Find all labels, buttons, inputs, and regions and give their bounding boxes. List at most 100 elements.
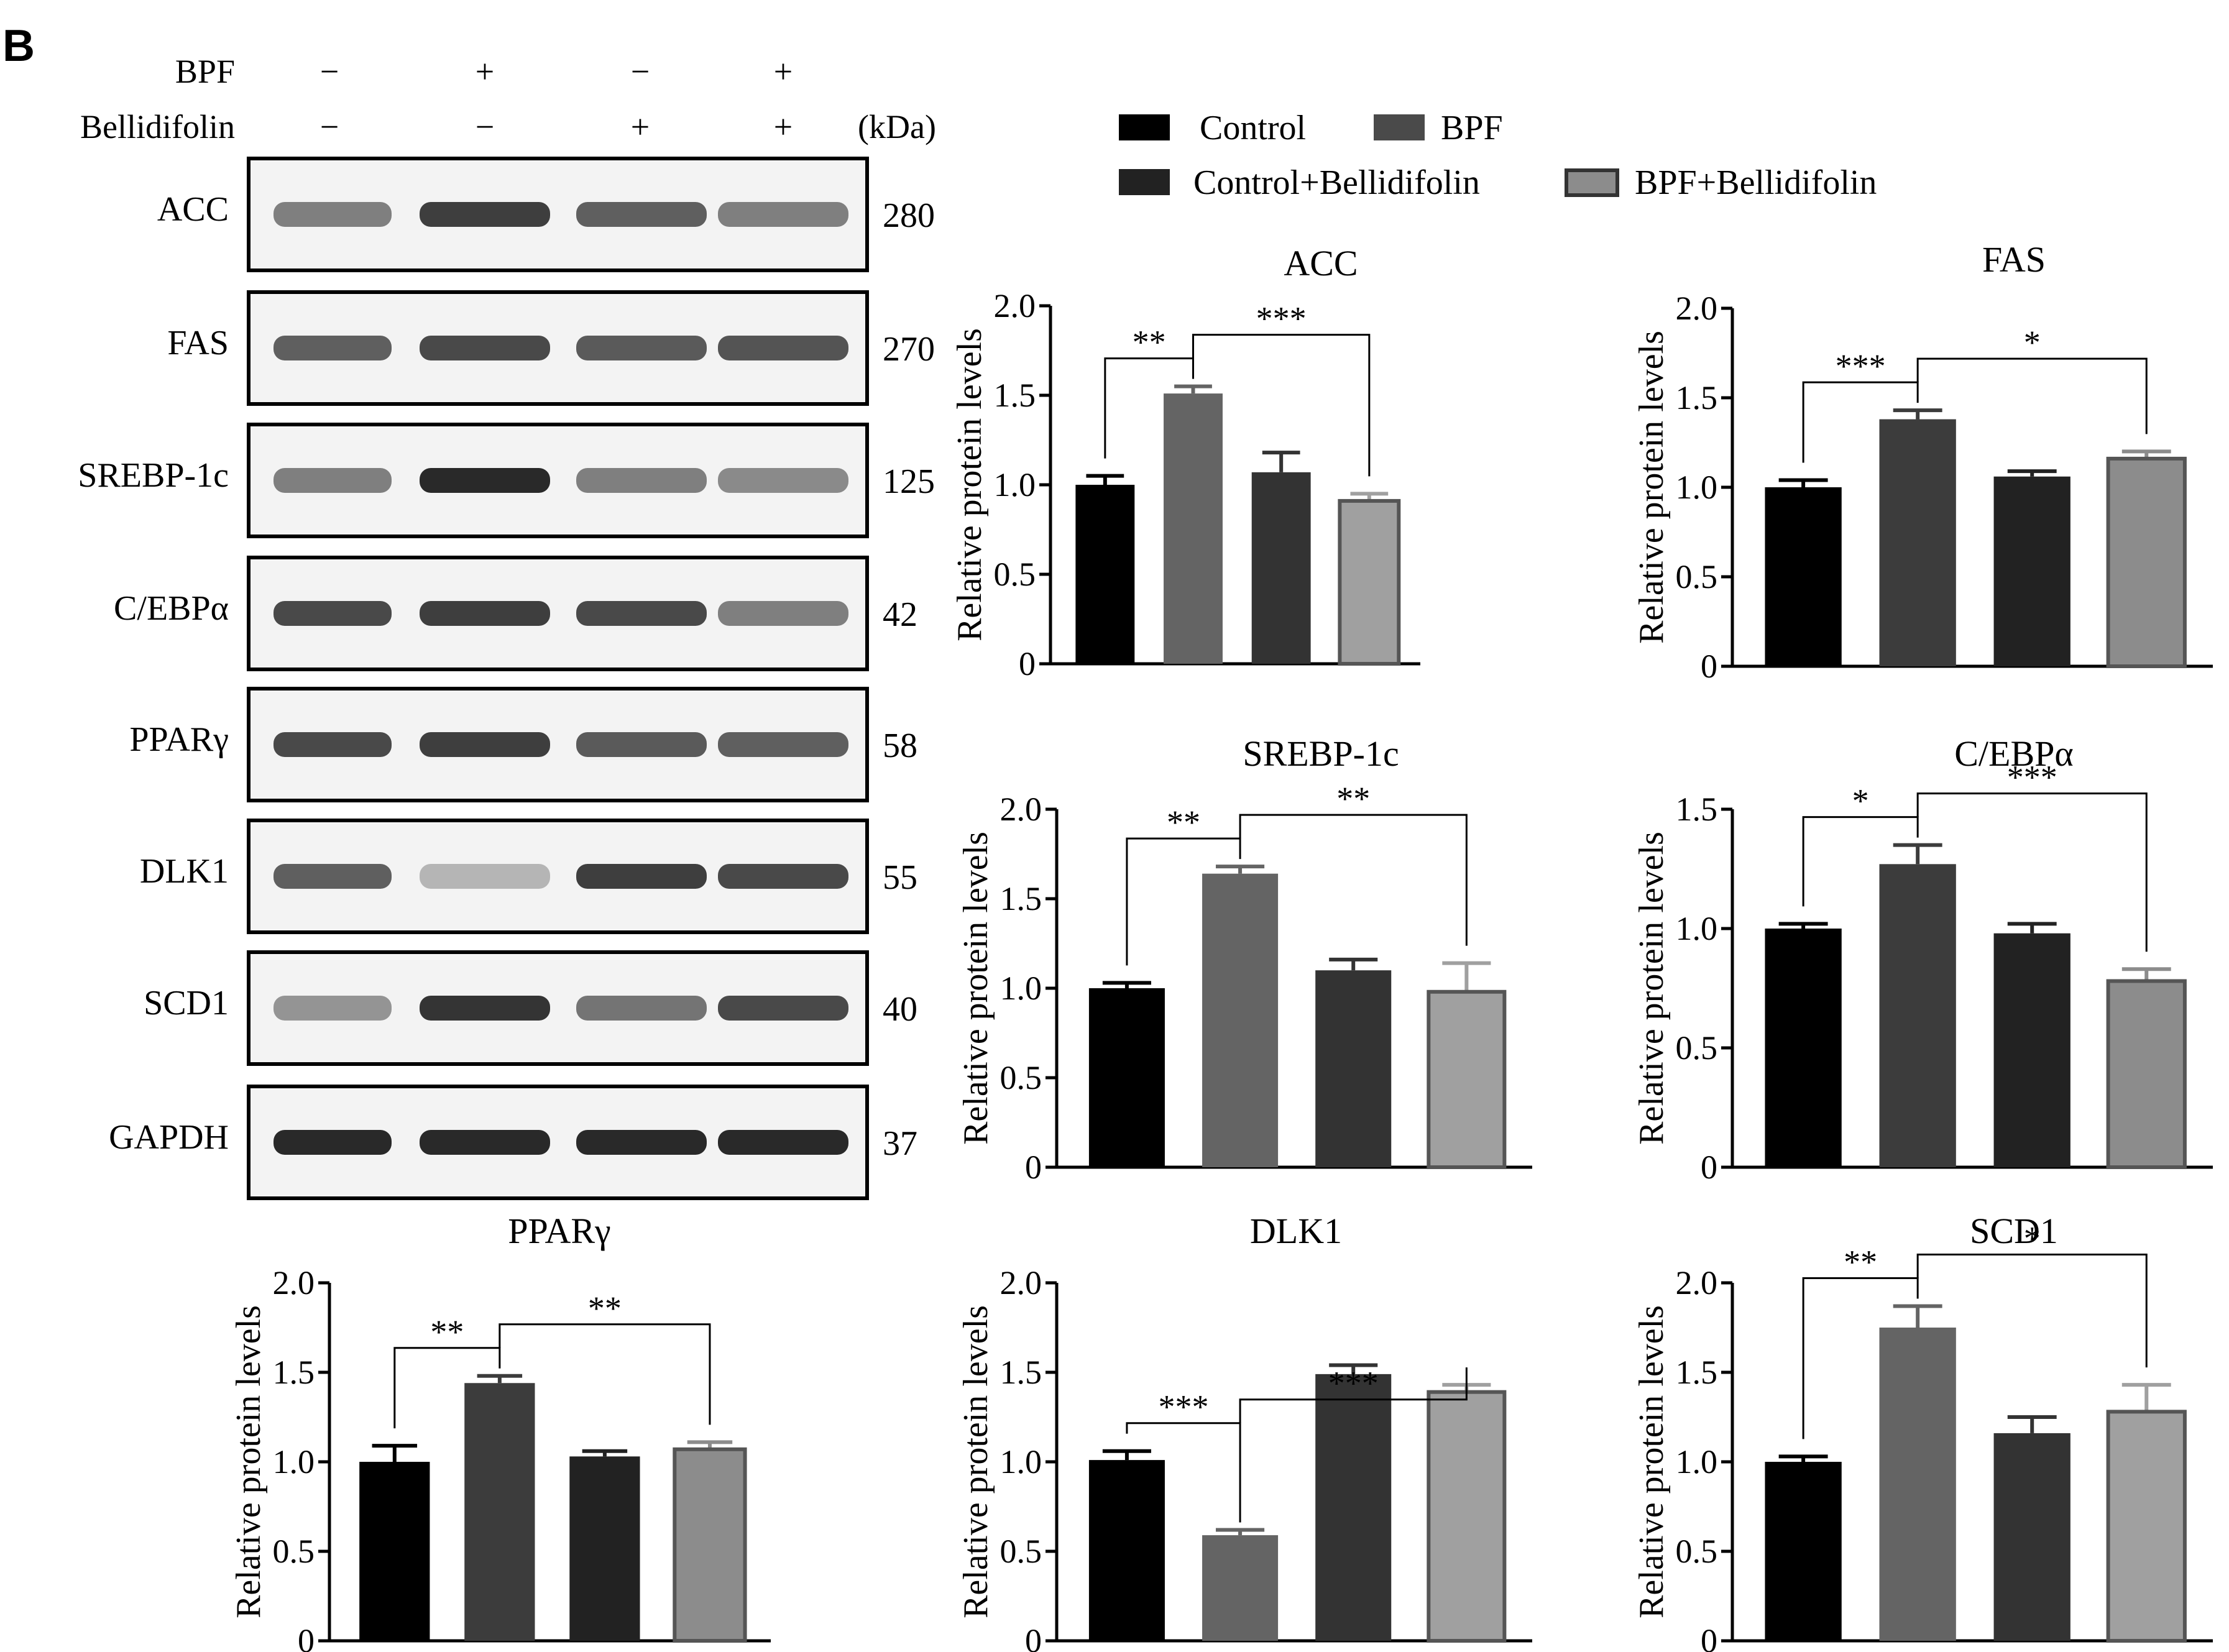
bar: [569, 1456, 640, 1641]
blot-band: [420, 864, 550, 889]
blot-protein-label: SCD1: [144, 984, 229, 1022]
bar: [1088, 1460, 1165, 1641]
bar: [1202, 873, 1279, 1167]
legend: Control BPF Control+Bellidifolin BPF+Bel…: [1119, 109, 1877, 202]
y-tick-label: 2.0: [1000, 791, 1042, 828]
chart-title: ACC: [1284, 243, 1358, 283]
chart-title: C/EBPα: [1954, 733, 2074, 774]
y-tick-label: 1.0: [1000, 1443, 1042, 1480]
chart-title: FAS: [1982, 239, 2046, 280]
y-tick-label: 2.0: [1676, 290, 1718, 327]
y-tick-label: 1.0: [273, 1443, 315, 1480]
y-tick-label: 2.0: [1676, 1264, 1718, 1301]
significance-label: ***: [1256, 300, 1307, 337]
bar: [1765, 487, 1842, 666]
legend-swatch-control-bellidifolin: [1119, 169, 1170, 195]
blot-kda-label: 40: [883, 990, 917, 1029]
blot-band: [576, 336, 707, 360]
y-tick-label: 1.0: [1676, 1443, 1718, 1480]
blot-protein-label: PPARγ: [129, 720, 229, 759]
legend-swatch-control: [1119, 114, 1170, 140]
bar: [1879, 1328, 1956, 1641]
y-axis-title: Relative protein levels: [1632, 331, 1671, 644]
y-tick-label: 1.5: [1676, 791, 1718, 828]
bar: [1993, 933, 2070, 1167]
blot-band: [576, 468, 707, 493]
significance-bracket: [1126, 837, 1241, 966]
significance-bracket: [1126, 1422, 1241, 1523]
significance-label: **: [1133, 324, 1166, 361]
blot-protein-label: C/EBPα: [114, 589, 229, 628]
y-axis-title: Relative protein levels: [957, 832, 995, 1145]
y-tick-label: 0.5: [1000, 1059, 1042, 1096]
significance-bracket: [393, 1347, 501, 1429]
condition-sign: +: [476, 53, 494, 90]
condition-sign: −: [320, 108, 339, 145]
y-tick-label: 1.0: [1000, 970, 1042, 1007]
y-tick-label: 1.5: [994, 377, 1036, 414]
blot-band: [718, 996, 848, 1021]
blot-band: [718, 202, 848, 227]
significance-bracket: [1104, 357, 1194, 459]
y-tick-label: 0.5: [1000, 1533, 1042, 1570]
significance-label: ***: [2007, 759, 2057, 796]
y-tick-label: 1.0: [994, 466, 1036, 503]
bar: [359, 1462, 430, 1641]
significance-label: *: [2024, 1219, 2041, 1257]
bar: [1338, 498, 1401, 666]
significance-label: **: [1336, 780, 1370, 817]
bar: [464, 1383, 535, 1641]
bar: [2106, 456, 2187, 668]
blot-band: [273, 468, 392, 493]
y-tick-label: 2.0: [994, 287, 1036, 324]
bar: [1879, 419, 1956, 666]
y-axis-title: Relative protein levels: [229, 1305, 268, 1618]
condition-sign: +: [774, 53, 793, 90]
blot-band: [273, 864, 392, 889]
blot-band: [576, 202, 707, 227]
legend-swatch-bpf: [1374, 114, 1425, 140]
y-tick-label: 1.5: [1676, 1354, 1718, 1391]
western-blot: ACC 280 FAS 270 SREBP-1c 125 C/EBPα 42 PPARγ 58 DL…: [78, 157, 935, 1200]
blot-protein-label: DLK1: [140, 852, 229, 891]
blot-band: [420, 336, 550, 360]
significance-bracket: [1239, 1367, 1468, 1423]
significance-label: ***: [1328, 1365, 1379, 1402]
panel-label: B: [2, 21, 35, 71]
y-tick-label: 0: [1025, 1622, 1042, 1652]
significance-label: *: [1852, 782, 1869, 820]
blot-band: [273, 732, 392, 757]
legend-label-control-bellidifolin: Control+Bellidifolin: [1193, 163, 1480, 202]
bar: [1315, 1374, 1392, 1641]
blot-band: [576, 601, 707, 626]
blot-band: [273, 1130, 392, 1155]
bar: [1315, 970, 1392, 1167]
blot-band: [576, 732, 707, 757]
legend-label-bpf: BPF: [1441, 109, 1503, 147]
blot-band: [718, 468, 848, 493]
bar: [2106, 1410, 2187, 1643]
bar: [1993, 1433, 2070, 1641]
legend-swatch-bpf-bellidifolin: [1565, 168, 1619, 197]
bar: [1088, 988, 1165, 1167]
blot-band: [718, 336, 848, 360]
blot-band: [420, 202, 550, 227]
blot-kda-label: 42: [883, 595, 917, 634]
blot-band: [576, 996, 707, 1021]
blot-band: [273, 996, 392, 1021]
y-axis-title: Relative protein levels: [950, 328, 989, 641]
y-tick-label: 1.5: [1000, 880, 1042, 917]
blot-band: [718, 1130, 848, 1155]
blot-protein-label: GAPDH: [109, 1118, 229, 1157]
kda-unit-label: (kDa): [858, 108, 936, 145]
significance-bracket: [1192, 334, 1371, 477]
blot-kda-label: 125: [883, 462, 935, 501]
blot-protein-label: SREBP-1c: [78, 456, 229, 495]
bar: [1427, 1390, 1507, 1643]
chart-title: SCD1: [1970, 1211, 2058, 1251]
condition-header: BPF − + − + Bellidifolin − − + + (kDa): [80, 53, 936, 145]
